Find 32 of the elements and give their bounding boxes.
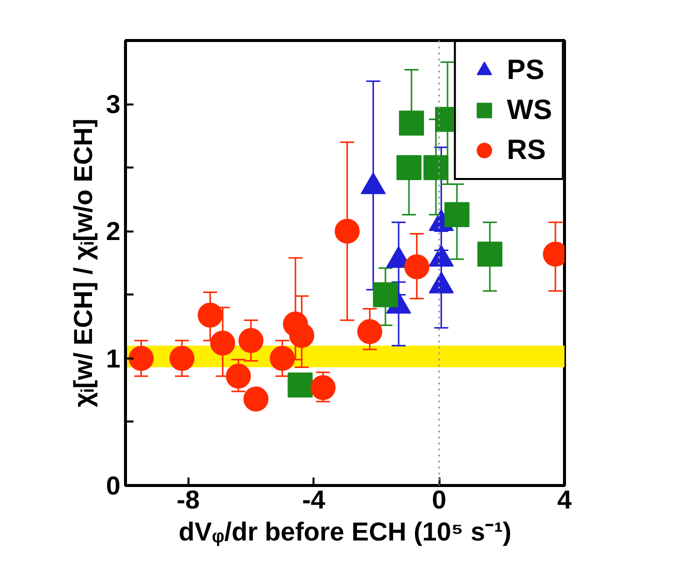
point xyxy=(270,346,295,371)
y-tick-label: 3 xyxy=(106,89,121,120)
point xyxy=(310,375,336,400)
point xyxy=(243,386,268,412)
y-tick-label: 2 xyxy=(106,216,121,246)
point xyxy=(334,218,360,244)
point xyxy=(198,302,223,328)
x-tick-label: 0 xyxy=(432,484,446,514)
point xyxy=(444,202,470,228)
x-tick-label: -8 xyxy=(176,484,200,514)
point xyxy=(128,346,154,371)
y-axis-title: χᵢ[w/ ECH] / χᵢ[w/o ECH] xyxy=(68,118,98,408)
point xyxy=(289,322,314,348)
x-tick-label: 4 xyxy=(557,484,572,514)
point xyxy=(226,364,251,389)
point xyxy=(398,110,424,136)
point xyxy=(404,254,430,280)
point xyxy=(423,155,448,180)
x-axis-title: dVᵩ/dr before ECH (10⁵ s⁻¹) xyxy=(178,516,512,546)
point xyxy=(238,328,264,354)
point xyxy=(372,282,398,308)
legend-label: WS xyxy=(506,94,552,126)
x-tick-label: -4 xyxy=(302,484,326,514)
point xyxy=(477,242,502,267)
point xyxy=(210,330,236,356)
legend-label: PS xyxy=(506,54,544,86)
y-tick-label: 1 xyxy=(106,343,121,374)
point xyxy=(357,319,382,344)
point xyxy=(396,155,422,180)
point xyxy=(288,372,313,398)
legend-label: RS xyxy=(506,134,546,166)
point xyxy=(169,346,194,371)
